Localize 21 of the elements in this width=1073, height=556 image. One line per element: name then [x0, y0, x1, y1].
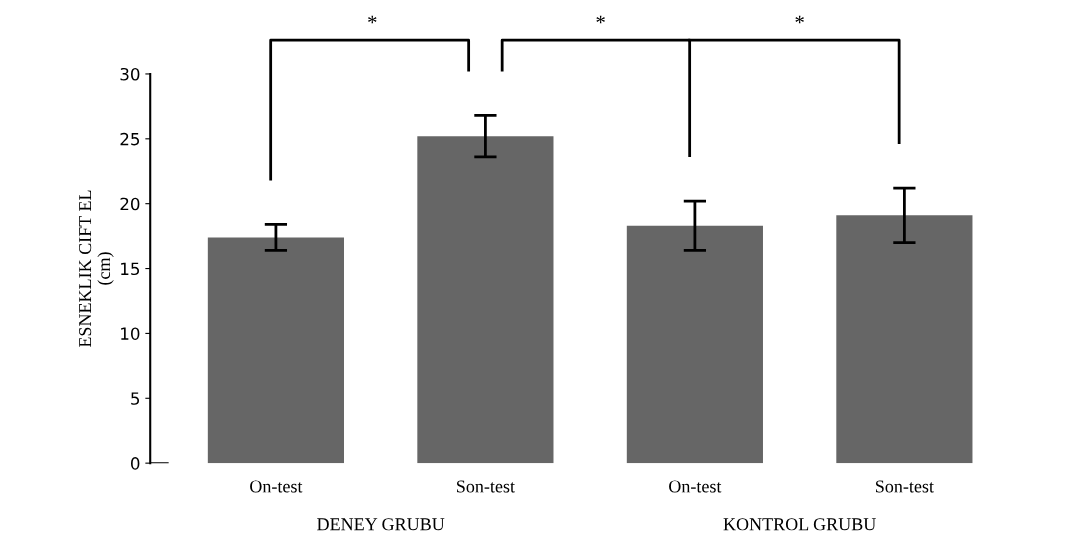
text: * [795, 15, 804, 24]
y-axis-title: ESNEKLIK CIFT EL (cm) [79, 190, 114, 348]
x-tick-label: Son-test [876, 480, 934, 493]
y-tick-label: 0 [130, 457, 140, 470]
y-tick-label: 25 [120, 132, 140, 146]
y-tick-label: 5 [131, 392, 140, 405]
x-tick-label: On-test [250, 480, 303, 493]
text: * [596, 15, 605, 24]
y-tick-label: 10 [121, 327, 140, 340]
x-tick-label: On-test [669, 480, 722, 493]
bar [207, 237, 344, 464]
y-tick-label: 30 [120, 67, 140, 81]
text: DENEY GRUBU [317, 518, 445, 531]
bar [417, 136, 554, 464]
x-tick-label: Son-test [457, 480, 515, 493]
bar [626, 225, 763, 464]
y-tick-label: 15 [121, 262, 140, 276]
text: * [368, 15, 377, 24]
bar [836, 215, 973, 464]
text: KONTROL GRUBU [723, 518, 876, 531]
y-tick-label: 20 [120, 197, 140, 211]
